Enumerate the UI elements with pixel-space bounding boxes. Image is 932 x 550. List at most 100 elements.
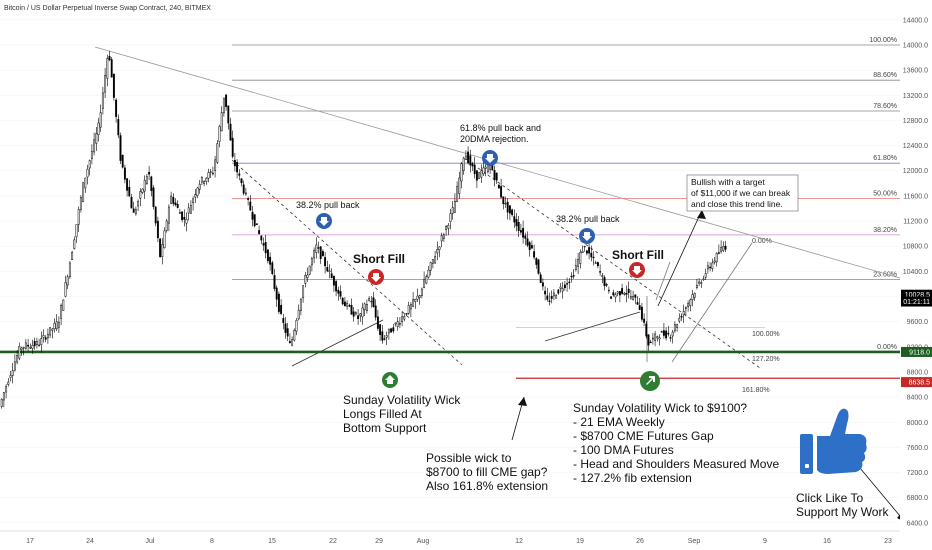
candle [660, 330, 663, 333]
candle [112, 73, 115, 101]
candle [409, 302, 412, 318]
target-item-3: - 100 DMA Futures [573, 443, 674, 457]
candle [640, 303, 643, 322]
candle [548, 292, 551, 306]
price-label: 10028.5 [905, 292, 930, 299]
candle [97, 117, 100, 142]
candle [31, 339, 34, 354]
candle [667, 325, 670, 337]
candle [370, 295, 373, 308]
x-tick-label: 23 [884, 538, 892, 545]
candle [174, 198, 177, 207]
price-label: 9118.0 [909, 349, 930, 356]
y-tick-label: 14000.0 [903, 42, 928, 49]
candle [90, 144, 93, 165]
candle [178, 208, 181, 214]
candle [251, 205, 254, 227]
candle [93, 132, 96, 156]
candle [563, 280, 566, 291]
candle [473, 157, 476, 179]
thumbs-up-icon[interactable] [800, 408, 867, 474]
candle [75, 224, 78, 244]
candle [363, 302, 366, 317]
candle [475, 170, 478, 188]
price-label-bg [901, 346, 932, 357]
candle [368, 296, 371, 302]
y-tick-label: 10800.0 [903, 244, 928, 251]
price-label: 01:21:11 [903, 299, 930, 306]
candle [332, 275, 335, 292]
candle [445, 225, 448, 236]
candle [447, 223, 450, 236]
ascending-support-2 [544, 311, 641, 342]
descending-trendline [94, 46, 901, 279]
candle [203, 180, 206, 187]
candle [29, 343, 32, 349]
candle [519, 223, 522, 235]
candle [442, 232, 445, 242]
candle [189, 200, 192, 214]
candle [229, 117, 232, 141]
candle [148, 165, 151, 181]
candles [0, 50, 727, 409]
candle [227, 105, 230, 130]
candle [348, 303, 351, 308]
candle [471, 161, 474, 171]
candle [706, 261, 709, 274]
candle [539, 272, 542, 284]
candle [185, 212, 188, 232]
candle [555, 294, 558, 299]
candle [687, 300, 690, 312]
candle [530, 240, 533, 249]
candle [286, 322, 289, 341]
candle [264, 235, 267, 259]
candle [643, 313, 646, 327]
candle [594, 260, 597, 264]
candle [570, 272, 573, 283]
candle [249, 195, 252, 211]
candle [500, 178, 503, 199]
x-tick-label: 15 [268, 538, 276, 545]
candle [101, 86, 104, 115]
y-tick-label: 10400.0 [903, 269, 928, 276]
candle [438, 246, 441, 258]
like-pointer [859, 467, 906, 523]
candle [343, 297, 346, 307]
candle [583, 245, 586, 252]
candle [405, 313, 408, 317]
candle [374, 299, 377, 321]
candle [678, 313, 681, 324]
x-tick-label: 24 [86, 538, 94, 545]
candle [269, 252, 272, 271]
cme-gap-line3: Also 161.8% extension [426, 479, 548, 493]
candle [462, 156, 465, 175]
candle [145, 173, 148, 185]
candle [524, 232, 527, 246]
candle [44, 335, 47, 343]
candle [610, 296, 613, 299]
arrow-down-red-1 [368, 269, 384, 285]
candle [579, 249, 582, 269]
candle [365, 299, 368, 314]
candle [282, 313, 285, 330]
price-label-bg [901, 289, 932, 300]
candle [352, 307, 355, 322]
ascending-support-1 [291, 319, 384, 367]
candle [407, 301, 410, 315]
target-item-2: - $8700 CME Futures Gap [573, 429, 714, 443]
candle [528, 241, 531, 257]
candle [291, 336, 294, 347]
candle [161, 238, 164, 265]
pullback-1: 38.2% pull back [296, 200, 360, 210]
candle [392, 323, 395, 334]
candle [493, 165, 496, 187]
candle [616, 290, 619, 297]
candle [684, 306, 687, 317]
x-tick-label: 19 [576, 538, 584, 545]
x-tick-label: Aug [417, 538, 430, 545]
candle [585, 249, 588, 256]
candle [302, 285, 305, 303]
candle [280, 299, 283, 316]
candle [211, 166, 214, 176]
